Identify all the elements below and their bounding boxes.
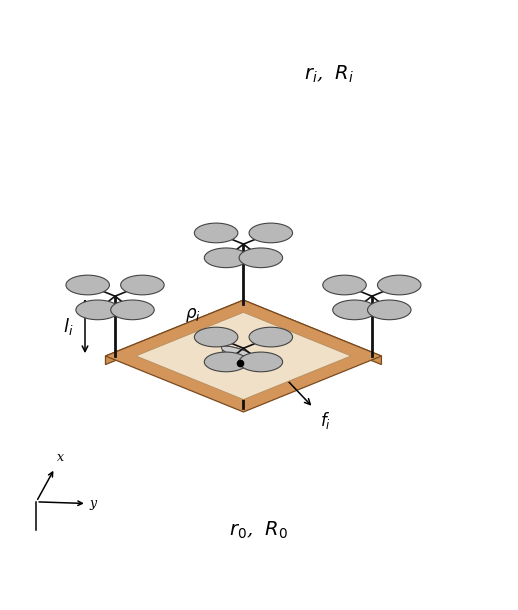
Text: $r_0$,  $\boldsymbol{R_0}$: $r_0$, $\boldsymbol{R_0}$: [229, 520, 289, 541]
Text: x: x: [57, 451, 64, 464]
Text: $l_i$: $l_i$: [63, 315, 74, 337]
Polygon shape: [243, 300, 381, 365]
Polygon shape: [222, 346, 258, 371]
Ellipse shape: [194, 223, 238, 243]
Ellipse shape: [121, 275, 164, 295]
Text: y: y: [90, 497, 96, 510]
Text: $\rho_i$: $\rho_i$: [185, 306, 201, 324]
Ellipse shape: [249, 327, 293, 347]
Ellipse shape: [76, 300, 119, 320]
Ellipse shape: [204, 248, 248, 268]
Ellipse shape: [239, 352, 283, 371]
Ellipse shape: [378, 275, 421, 295]
Ellipse shape: [333, 300, 376, 320]
Polygon shape: [136, 312, 351, 400]
Ellipse shape: [66, 275, 109, 295]
Ellipse shape: [111, 300, 154, 320]
Ellipse shape: [323, 275, 366, 295]
Ellipse shape: [367, 300, 411, 320]
Text: $f_i$: $f_i$: [320, 411, 330, 431]
Ellipse shape: [204, 352, 248, 371]
Text: $r_i$,  $\boldsymbol{R_i}$: $r_i$, $\boldsymbol{R_i}$: [304, 64, 354, 85]
Ellipse shape: [239, 248, 283, 268]
Ellipse shape: [249, 223, 293, 243]
Polygon shape: [106, 300, 243, 365]
Ellipse shape: [194, 327, 238, 347]
Polygon shape: [221, 346, 258, 361]
Polygon shape: [106, 300, 381, 412]
